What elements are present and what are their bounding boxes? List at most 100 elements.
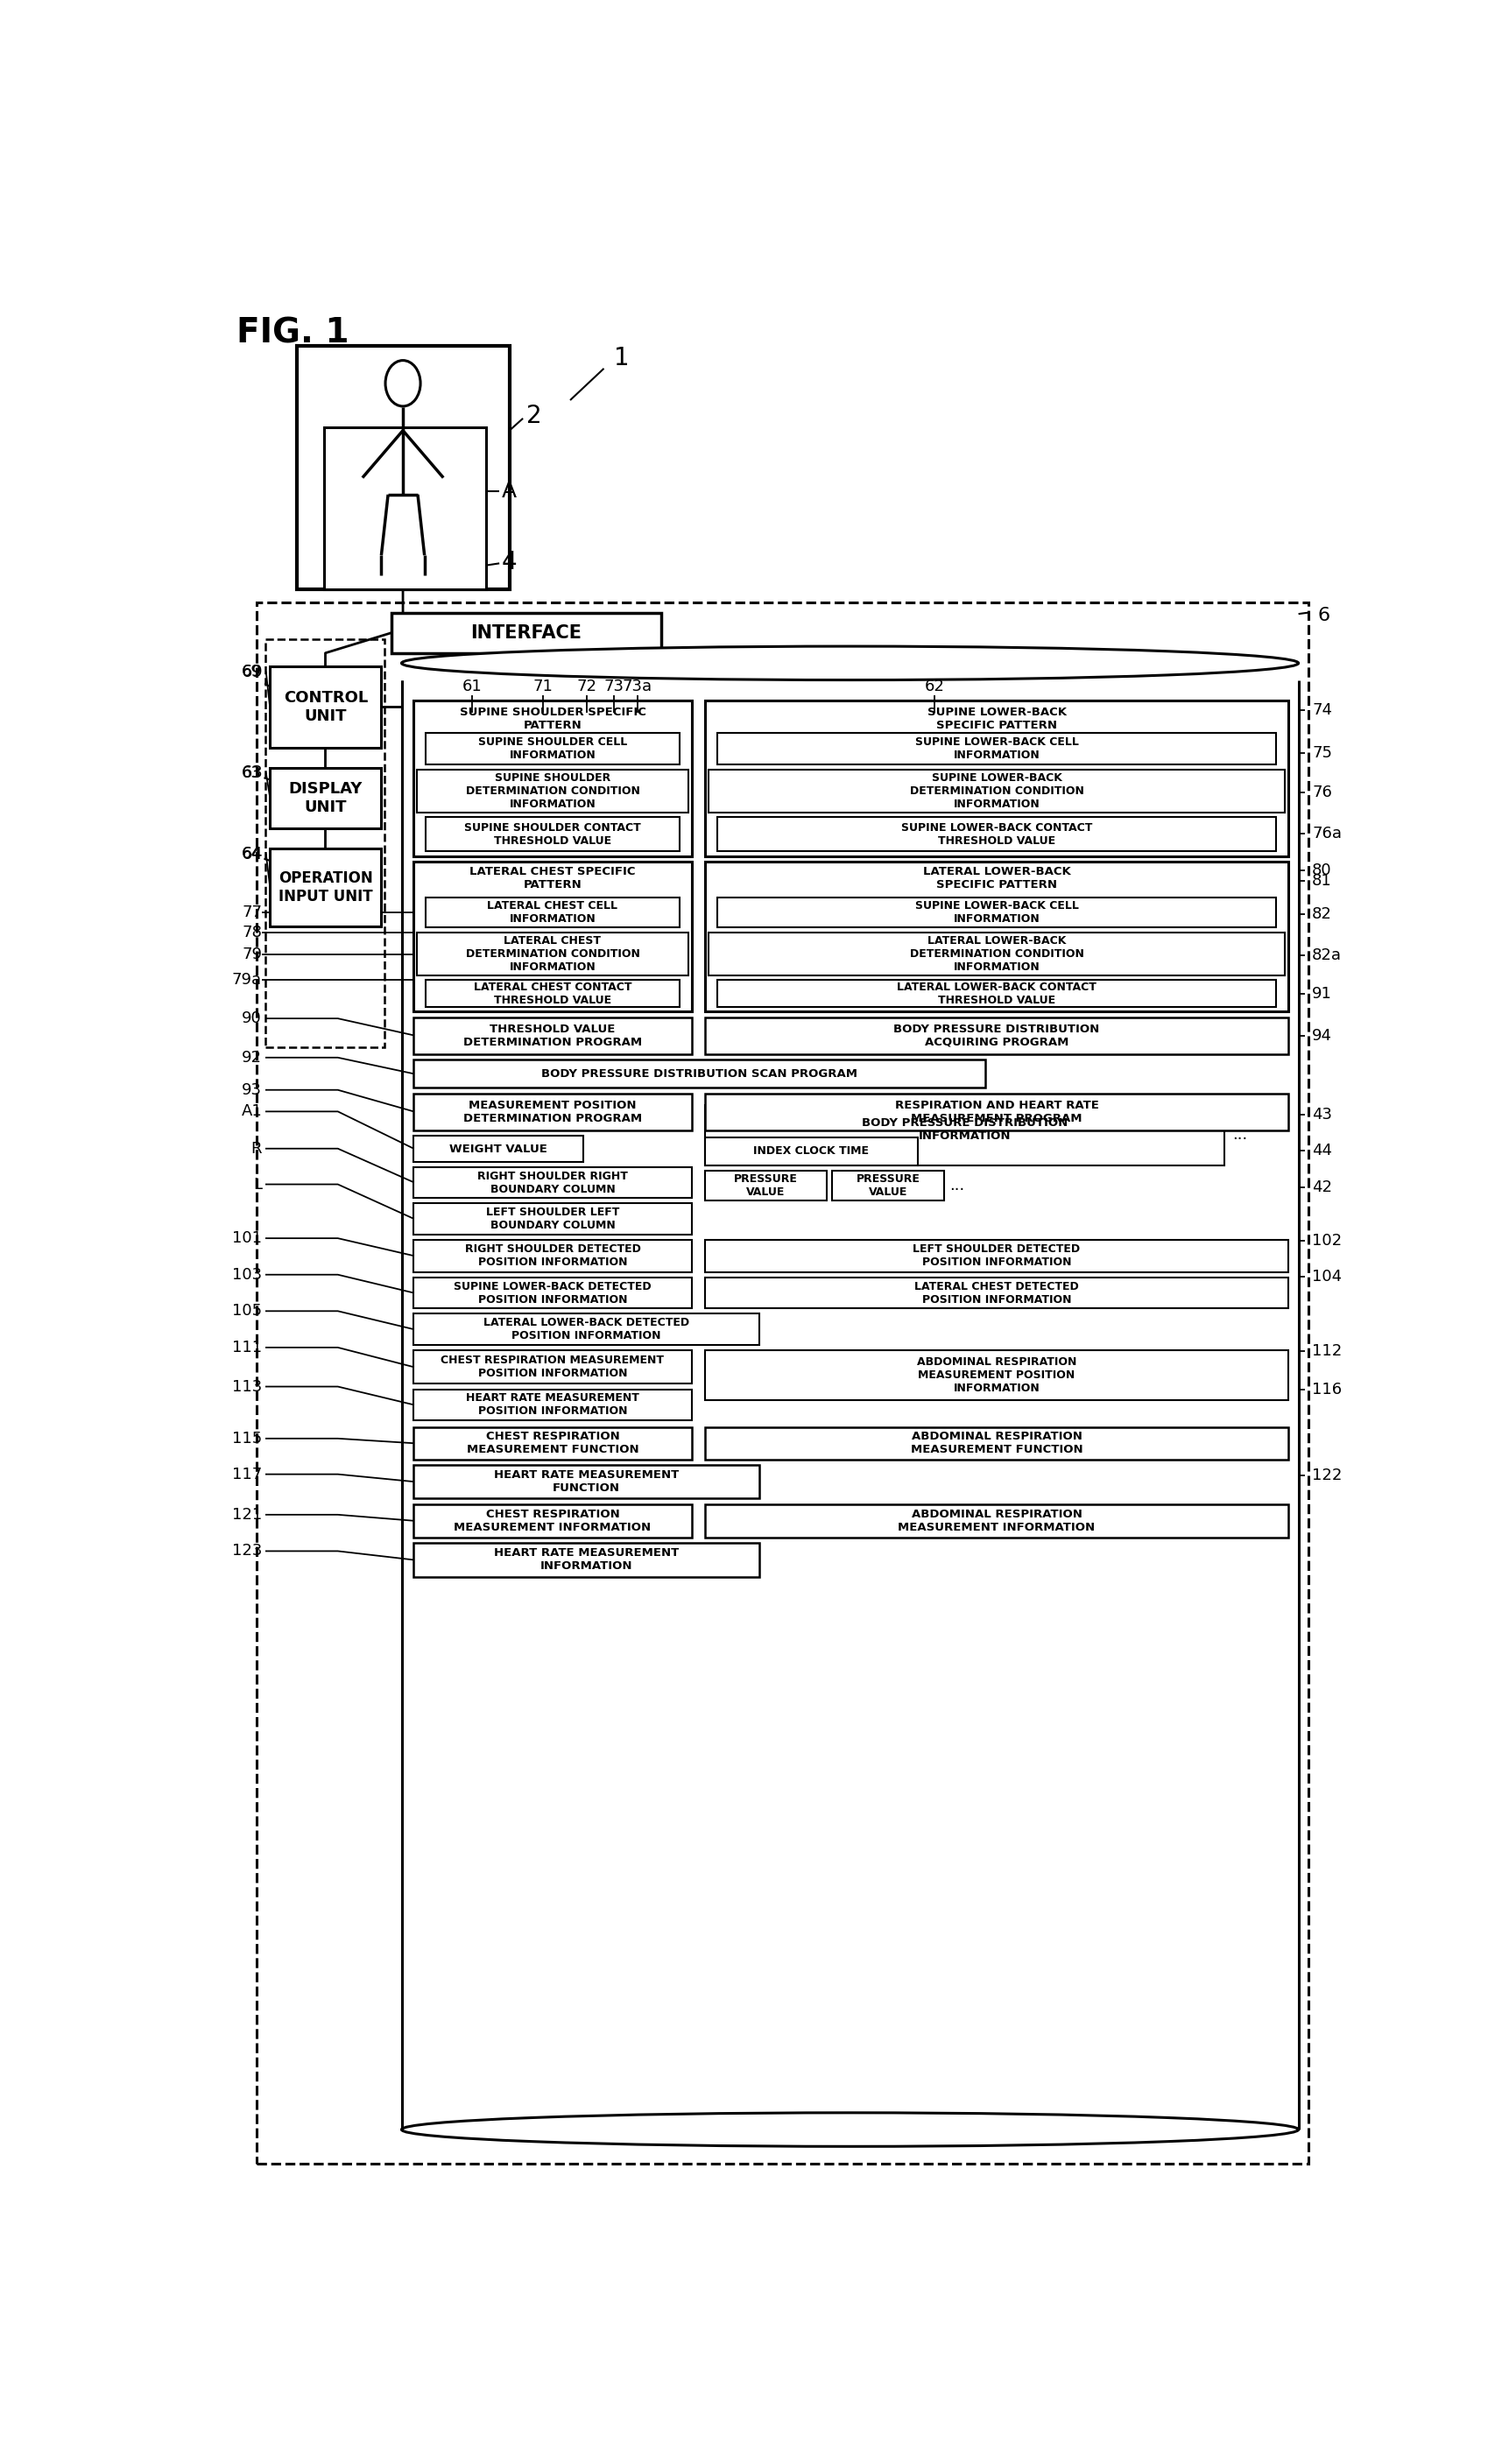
Text: LATERAL LOWER-BACK CONTACT
THRESHOLD VALUE: LATERAL LOWER-BACK CONTACT THRESHOLD VAL… [896,981,1096,1005]
Text: SUPINE LOWER-BACK CONTACT
THRESHOLD VALUE: SUPINE LOWER-BACK CONTACT THRESHOLD VALU… [901,823,1091,845]
Text: 1: 1 [614,345,629,370]
Text: CHEST RESPIRATION MEASUREMENT
POSITION INFORMATION: CHEST RESPIRATION MEASUREMENT POSITION I… [441,1355,664,1380]
Text: ABDOMINAL RESPIRATION
MEASUREMENT FUNCTION: ABDOMINAL RESPIRATION MEASUREMENT FUNCTI… [910,1432,1082,1456]
Text: RESPIRATION AND HEART RATE
MEASUREMENT PROGRAM: RESPIRATION AND HEART RATE MEASUREMENT P… [895,1099,1099,1124]
FancyBboxPatch shape [705,1094,1287,1131]
Text: SUPINE SHOULDER CONTACT
THRESHOLD VALUE: SUPINE SHOULDER CONTACT THRESHOLD VALUE [463,823,641,845]
Text: 42: 42 [1311,1180,1331,1195]
FancyBboxPatch shape [831,1170,943,1200]
Text: 123: 123 [232,1542,263,1560]
FancyBboxPatch shape [413,1168,691,1198]
Text: LEFT SHOULDER LEFT
BOUNDARY COLUMN: LEFT SHOULDER LEFT BOUNDARY COLUMN [486,1207,619,1232]
Text: HEART RATE MEASUREMENT
INFORMATION: HEART RATE MEASUREMENT INFORMATION [493,1547,679,1572]
Text: ...: ... [949,1178,964,1193]
Text: 91: 91 [1311,986,1331,1003]
Text: 2: 2 [527,404,542,429]
Text: SUPINE LOWER-BACK CELL
INFORMATION: SUPINE LOWER-BACK CELL INFORMATION [914,737,1077,761]
FancyBboxPatch shape [413,1503,691,1538]
FancyBboxPatch shape [324,426,486,589]
Text: ABDOMINAL RESPIRATION
MEASUREMENT POSITION
INFORMATION: ABDOMINAL RESPIRATION MEASUREMENT POSITI… [916,1355,1076,1395]
Text: 6: 6 [1316,606,1329,626]
Text: 82: 82 [1311,907,1331,922]
FancyBboxPatch shape [705,1350,1287,1400]
Text: SUPINE SHOULDER SPECIFIC
PATTERN: SUPINE SHOULDER SPECIFIC PATTERN [459,707,646,732]
Text: R: R [250,1141,263,1156]
Text: 82a: 82a [1311,946,1342,963]
Text: LATERAL LOWER-BACK
DETERMINATION CONDITION
INFORMATION: LATERAL LOWER-BACK DETERMINATION CONDITI… [908,934,1083,973]
FancyBboxPatch shape [717,732,1275,764]
Text: 113: 113 [232,1380,263,1395]
Text: A1: A1 [241,1104,263,1119]
Text: SUPINE LOWER-BACK DETECTED
POSITION INFORMATION: SUPINE LOWER-BACK DETECTED POSITION INFO… [454,1281,650,1306]
Text: 74: 74 [1311,702,1331,717]
FancyBboxPatch shape [413,1350,691,1385]
Text: 75: 75 [1311,744,1331,761]
FancyBboxPatch shape [426,981,679,1008]
FancyBboxPatch shape [413,1202,691,1234]
Text: 43: 43 [1311,1106,1331,1124]
Text: OPERATION
INPUT UNIT: OPERATION INPUT UNIT [278,870,373,904]
Text: 92: 92 [241,1050,263,1064]
Ellipse shape [401,646,1298,680]
Text: 79: 79 [241,946,263,963]
Text: INDEX CLOCK TIME: INDEX CLOCK TIME [753,1146,869,1158]
Text: HEART RATE MEASUREMENT
FUNCTION: HEART RATE MEASUREMENT FUNCTION [493,1469,679,1493]
Text: 103: 103 [232,1266,263,1284]
Text: 76a: 76a [1311,825,1342,843]
Text: 71: 71 [533,680,552,695]
Text: SUPINE SHOULDER CELL
INFORMATION: SUPINE SHOULDER CELL INFORMATION [478,737,626,761]
Text: A: A [501,480,516,503]
Text: 122: 122 [1311,1469,1342,1483]
Text: HEART RATE MEASUREMENT
POSITION INFORMATION: HEART RATE MEASUREMENT POSITION INFORMAT… [466,1392,638,1417]
Text: 76: 76 [1311,784,1331,801]
Text: 62: 62 [924,680,943,695]
FancyBboxPatch shape [705,1018,1287,1055]
Text: RIGHT SHOULDER RIGHT
BOUNDARY COLUMN: RIGHT SHOULDER RIGHT BOUNDARY COLUMN [477,1170,628,1195]
Text: 101: 101 [232,1230,263,1247]
Text: LATERAL LOWER-BACK
SPECIFIC PATTERN: LATERAL LOWER-BACK SPECIFIC PATTERN [922,865,1070,890]
Ellipse shape [401,646,1298,680]
FancyBboxPatch shape [705,700,1287,857]
FancyBboxPatch shape [413,1390,691,1419]
FancyBboxPatch shape [705,1136,917,1165]
Text: CONTROL
UNIT: CONTROL UNIT [284,690,368,724]
Text: 4: 4 [501,549,516,574]
FancyBboxPatch shape [413,1018,691,1055]
Text: FIG. 1: FIG. 1 [237,315,349,350]
Text: 117: 117 [232,1466,263,1483]
Text: 121: 121 [232,1508,263,1523]
Text: 112: 112 [1311,1343,1342,1358]
FancyBboxPatch shape [717,818,1275,850]
FancyBboxPatch shape [705,1239,1287,1271]
FancyBboxPatch shape [416,931,688,976]
Text: LEFT SHOULDER DETECTED
POSITION INFORMATION: LEFT SHOULDER DETECTED POSITION INFORMAT… [913,1244,1080,1269]
FancyBboxPatch shape [413,862,691,1013]
Text: 63: 63 [241,766,263,781]
FancyBboxPatch shape [705,1276,1287,1308]
FancyBboxPatch shape [426,897,679,926]
FancyBboxPatch shape [708,931,1284,976]
Text: CHEST RESPIRATION
MEASUREMENT INFORMATION: CHEST RESPIRATION MEASUREMENT INFORMATIO… [454,1508,650,1533]
Text: SUPINE LOWER-BACK
DETERMINATION CONDITION
INFORMATION: SUPINE LOWER-BACK DETERMINATION CONDITIO… [908,771,1083,811]
Text: DISPLAY
UNIT: DISPLAY UNIT [288,781,362,816]
FancyBboxPatch shape [705,1503,1287,1538]
Text: WEIGHT VALUE: WEIGHT VALUE [450,1143,548,1156]
FancyBboxPatch shape [705,1170,825,1200]
FancyBboxPatch shape [705,862,1287,1013]
Text: LATERAL CHEST DETECTED
POSITION INFORMATION: LATERAL CHEST DETECTED POSITION INFORMAT… [914,1281,1079,1306]
Text: INTERFACE: INTERFACE [471,623,581,641]
Text: 73a: 73a [622,680,652,695]
Text: 90: 90 [241,1010,263,1027]
Text: 78: 78 [241,924,263,941]
Text: MEASUREMENT POSITION
DETERMINATION PROGRAM: MEASUREMENT POSITION DETERMINATION PROGR… [463,1099,641,1124]
Text: LATERAL CHEST CONTACT
THRESHOLD VALUE: LATERAL CHEST CONTACT THRESHOLD VALUE [474,981,631,1005]
Text: 61: 61 [462,680,481,695]
Text: SUPINE SHOULDER
DETERMINATION CONDITION
INFORMATION: SUPINE SHOULDER DETERMINATION CONDITION … [465,771,640,811]
FancyBboxPatch shape [426,818,679,850]
Text: 79a: 79a [232,973,263,988]
Text: ...: ... [1231,1126,1246,1143]
Text: 69: 69 [241,663,263,680]
FancyBboxPatch shape [413,1060,984,1089]
Text: PRESSURE
VALUE: PRESSURE VALUE [733,1173,797,1198]
Text: 94: 94 [1311,1027,1331,1045]
